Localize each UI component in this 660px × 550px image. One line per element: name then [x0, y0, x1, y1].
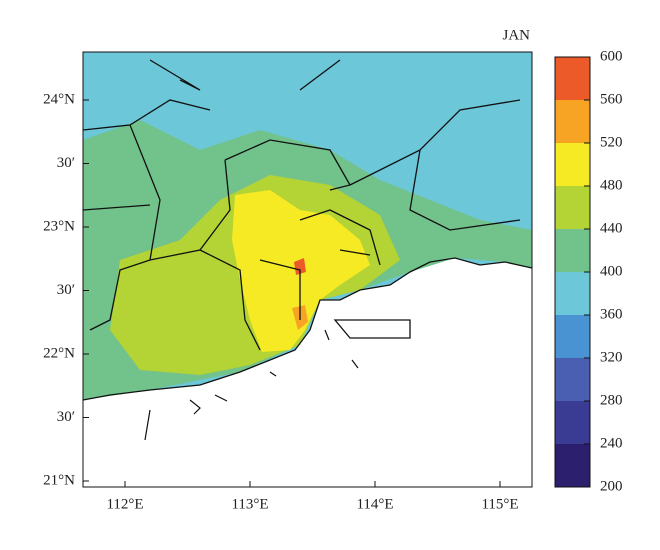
y-tick-label: 30′: [57, 155, 75, 171]
colorbar-label: 400: [600, 263, 623, 279]
colorbar-segment: [555, 401, 590, 444]
islands: [144, 329, 359, 441]
region-red: [294, 258, 306, 275]
y-tick-label: 22°N: [43, 345, 75, 361]
colorbar-label: 600: [600, 48, 623, 64]
colorbar-label: 200: [600, 478, 623, 494]
map-frame: [82, 51, 533, 488]
colorbar-segment: [555, 143, 590, 186]
x-tick-label: 114°E: [356, 496, 393, 512]
x-tick-label: 115°E: [481, 496, 518, 512]
colorbar-label: 240: [600, 435, 623, 451]
colorbar-segment: [555, 315, 590, 358]
colorbar-label: 520: [600, 134, 623, 150]
colorbar-label: 320: [600, 349, 623, 365]
colorbar-label: 480: [600, 177, 623, 193]
map-title: JAN: [502, 27, 530, 43]
map-field: [83, 52, 532, 487]
colorbar-label: 560: [600, 91, 623, 107]
y-tick-label: 21°N: [43, 472, 75, 488]
colorbar-segment: [555, 272, 590, 315]
x-tick-label: 113°E: [231, 496, 268, 512]
colorbar-segment: [555, 186, 590, 229]
boundaries: [83, 59, 521, 351]
y-tick-label: 30′: [57, 409, 75, 425]
y-tick-label: 23°N: [43, 218, 75, 234]
y-tick-label: 30′: [57, 282, 75, 298]
colorbar-segment: [555, 229, 590, 272]
coastline: [83, 257, 532, 401]
x-tick-label: 112°E: [106, 496, 143, 512]
colorbar-segment: [555, 57, 590, 100]
colorbar-segment: [555, 444, 590, 487]
colorbar-segment: [555, 358, 590, 401]
colorbar-label: 440: [600, 220, 623, 236]
colorbar-label: 280: [600, 392, 623, 408]
colorbar-segment: [555, 100, 590, 143]
y-tick-label: 24°N: [43, 91, 75, 107]
colorbar-label: 360: [600, 306, 623, 322]
